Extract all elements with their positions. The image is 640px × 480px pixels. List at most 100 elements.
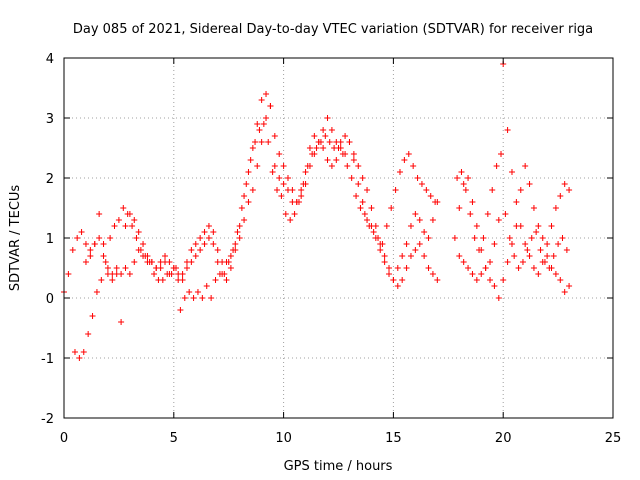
data-point — [278, 193, 285, 199]
x-tick-label: 25 — [605, 431, 622, 446]
data-point — [247, 157, 254, 163]
data-point — [342, 133, 349, 139]
data-point — [271, 163, 278, 169]
data-point — [504, 259, 511, 265]
data-point — [399, 253, 406, 259]
data-point — [302, 181, 309, 187]
data-point — [513, 199, 520, 205]
data-point — [418, 181, 425, 187]
data-point — [322, 133, 329, 139]
data-point — [208, 295, 215, 301]
data-point — [126, 271, 133, 277]
data-point — [328, 127, 335, 133]
data-point — [390, 277, 397, 283]
data-point — [388, 205, 395, 211]
series-track-a — [61, 91, 441, 295]
data-point — [311, 151, 318, 157]
data-point — [412, 211, 419, 217]
data-point — [276, 151, 283, 157]
data-point — [530, 205, 537, 211]
data-point — [377, 247, 384, 253]
data-point — [405, 151, 412, 157]
data-point — [563, 247, 570, 253]
data-point — [541, 259, 548, 265]
data-point — [140, 241, 147, 247]
data-point — [87, 253, 94, 259]
data-point — [454, 175, 461, 181]
y-tick-label: 3 — [46, 112, 54, 127]
data-point — [260, 121, 267, 127]
data-point — [495, 295, 502, 301]
data-point — [192, 253, 199, 259]
axis-ticks: 0 5 10 15 20 25 -2 -1 0 1 2 3 4 — [41, 52, 621, 446]
data-point — [284, 175, 291, 181]
data-point — [87, 247, 94, 253]
data-point — [214, 259, 221, 265]
data-point — [157, 259, 164, 265]
data-point — [519, 259, 526, 265]
data-point — [265, 139, 272, 145]
data-point — [203, 283, 210, 289]
data-point — [524, 247, 531, 253]
data-point — [333, 157, 340, 163]
data-point — [82, 241, 89, 247]
data-point — [225, 259, 232, 265]
data-point — [78, 229, 85, 235]
data-point — [487, 259, 494, 265]
x-tick-label: 5 — [170, 431, 178, 446]
data-point — [109, 277, 116, 283]
data-point — [476, 247, 483, 253]
data-point — [271, 133, 278, 139]
data-point — [353, 193, 360, 199]
data-point — [258, 139, 265, 145]
data-point — [517, 187, 524, 193]
data-point — [205, 235, 212, 241]
y-axis-label: SDTVAR / TECUs — [8, 185, 23, 292]
data-point — [313, 145, 320, 151]
data-point — [337, 139, 344, 145]
data-point — [80, 349, 87, 355]
x-tick-label: 20 — [495, 431, 512, 446]
data-point — [201, 241, 208, 247]
data-point — [252, 139, 259, 145]
data-point — [416, 217, 423, 223]
data-point — [471, 235, 478, 241]
series-track-e — [454, 151, 570, 271]
data-point — [282, 211, 289, 217]
data-point — [311, 133, 318, 139]
data-point — [480, 235, 487, 241]
data-point — [561, 181, 568, 187]
data-point — [513, 223, 520, 229]
data-point — [482, 265, 489, 271]
data-point — [484, 211, 491, 217]
chart-title: Day 085 of 2021, Sidereal Day-to-day VTE… — [73, 22, 593, 37]
data-point — [381, 259, 388, 265]
data-point — [399, 277, 406, 283]
data-point — [337, 145, 344, 151]
data-point — [243, 181, 250, 187]
data-point — [361, 211, 368, 217]
data-point — [355, 163, 362, 169]
data-point — [256, 127, 263, 133]
data-point — [421, 253, 428, 259]
gridlines — [64, 58, 613, 418]
data-point — [460, 181, 467, 187]
data-point — [210, 241, 217, 247]
data-point — [498, 151, 505, 157]
data-point — [456, 205, 463, 211]
data-point — [85, 331, 92, 337]
data-point — [245, 169, 252, 175]
data-point — [348, 175, 355, 181]
data-point — [236, 235, 243, 241]
data-point — [159, 277, 166, 283]
y-tick-label: 0 — [46, 292, 54, 307]
data-point — [179, 277, 186, 283]
data-point — [566, 187, 573, 193]
data-point — [526, 181, 533, 187]
data-point — [276, 175, 283, 181]
data-point — [386, 271, 393, 277]
data-point — [227, 265, 234, 271]
data-point — [133, 235, 140, 241]
data-point — [291, 211, 298, 217]
data-point — [432, 199, 439, 205]
